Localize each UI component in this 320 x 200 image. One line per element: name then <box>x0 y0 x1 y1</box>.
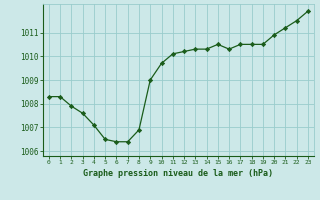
X-axis label: Graphe pression niveau de la mer (hPa): Graphe pression niveau de la mer (hPa) <box>84 169 273 178</box>
